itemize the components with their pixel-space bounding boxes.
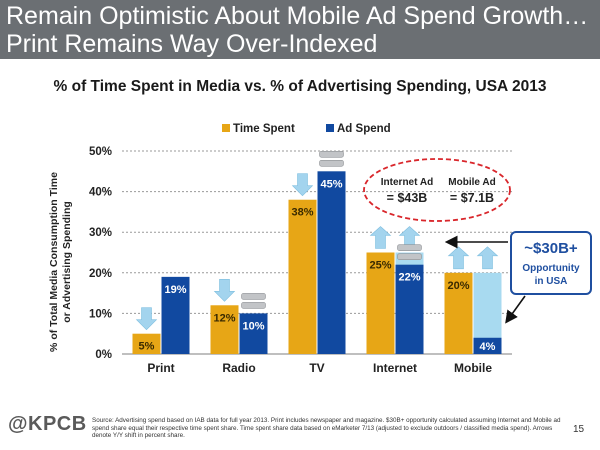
equal-sign-icon — [397, 253, 422, 260]
data-label: 20% — [447, 280, 469, 292]
internet-ad-value: = $43B — [387, 191, 428, 205]
x-tick-label: Internet — [373, 361, 417, 375]
y-tick-label: 40% — [89, 187, 112, 199]
bar-time-spent — [444, 272, 473, 354]
data-label: 25% — [369, 260, 391, 272]
y-tick-label: 20% — [89, 268, 112, 280]
x-tick-label: Radio — [222, 361, 255, 375]
data-label: 22% — [398, 272, 420, 284]
equal-sign-icon — [319, 160, 344, 167]
bar-ad-spend — [473, 337, 502, 354]
opportunity-callout-box — [510, 231, 592, 295]
slide-header: Remain Optimistic About Mobile Ad Spend … — [0, 0, 600, 59]
opportunity-text: in USA — [535, 276, 568, 287]
equal-sign-icon — [241, 293, 266, 300]
bar-time-spent — [288, 199, 317, 354]
opportunity-text: Opportunity — [522, 263, 580, 274]
data-label: 12% — [213, 312, 235, 324]
kpcb-logo: @KPCB — [8, 413, 87, 435]
callout-arrow-down — [505, 295, 526, 324]
data-label: 10% — [242, 320, 264, 332]
page-number: 15 — [573, 424, 585, 435]
data-label: 4% — [480, 341, 496, 353]
bar-time-spent — [132, 333, 161, 354]
data-label: 38% — [291, 207, 313, 219]
bar-ad-spend — [317, 171, 346, 354]
slide-title-line-1: Remain Optimistic About Mobile Ad Spend … — [6, 2, 589, 30]
legend-swatch-time-spent — [222, 124, 230, 132]
bar-time-spent — [366, 252, 395, 354]
equal-sign-icon — [397, 244, 422, 251]
y-axis-label-line-2: or Advertising Spending — [61, 201, 73, 323]
down-arrow-icon — [213, 278, 236, 302]
equal-sign-icon — [319, 151, 344, 158]
bar-chart: 0% 10% 20% 30% 40% 50% % of Total Media Consum… — [48, 123, 592, 375]
legend-label: Ad Spend — [337, 123, 391, 135]
bar-time-spent — [210, 305, 239, 354]
source-note: Source: Advertising spend based on IAB d… — [92, 417, 561, 440]
up-arrow-icon — [369, 226, 392, 249]
y-axis-label-line-1: % of Total Media Consumption Time — [48, 172, 60, 352]
chart-title: % of Time Spent in Media vs. % of Advert… — [53, 78, 547, 95]
x-tick-label: Mobile — [454, 361, 492, 375]
internet-ad-label: Internet Ad — [381, 177, 433, 188]
data-label: 5% — [139, 341, 155, 353]
bar-ad-spend — [239, 313, 268, 354]
legend-swatch-ad-spend — [326, 124, 334, 132]
opportunity-value: ~$30B+ — [524, 240, 578, 257]
y-tick-label: 10% — [89, 308, 112, 320]
equal-sign-icon — [241, 302, 266, 309]
y-tick-label: 0% — [95, 349, 112, 361]
data-label: 19% — [164, 284, 186, 296]
bar-ad-spend — [161, 276, 190, 354]
data-label: 45% — [320, 178, 342, 190]
x-tick-label: TV — [309, 361, 324, 375]
legend-label: Time Spent — [233, 123, 295, 135]
x-tick-label: Print — [147, 361, 174, 375]
down-arrow-icon — [135, 307, 158, 331]
bar-ad-spend — [395, 264, 424, 354]
annotation-ellipse — [363, 158, 511, 222]
y-tick-label: 50% — [89, 146, 112, 158]
y-tick-label: 30% — [89, 227, 112, 239]
up-arrow-icon — [447, 246, 470, 270]
up-arrow-icon — [476, 246, 499, 270]
slide-title-line-2: Print Remains Way Over-Indexed — [6, 30, 378, 58]
mobile-ad-label: Mobile Ad — [448, 177, 495, 188]
mobile-ad-value: = $7.1B — [450, 191, 494, 205]
down-arrow-icon — [291, 173, 314, 197]
